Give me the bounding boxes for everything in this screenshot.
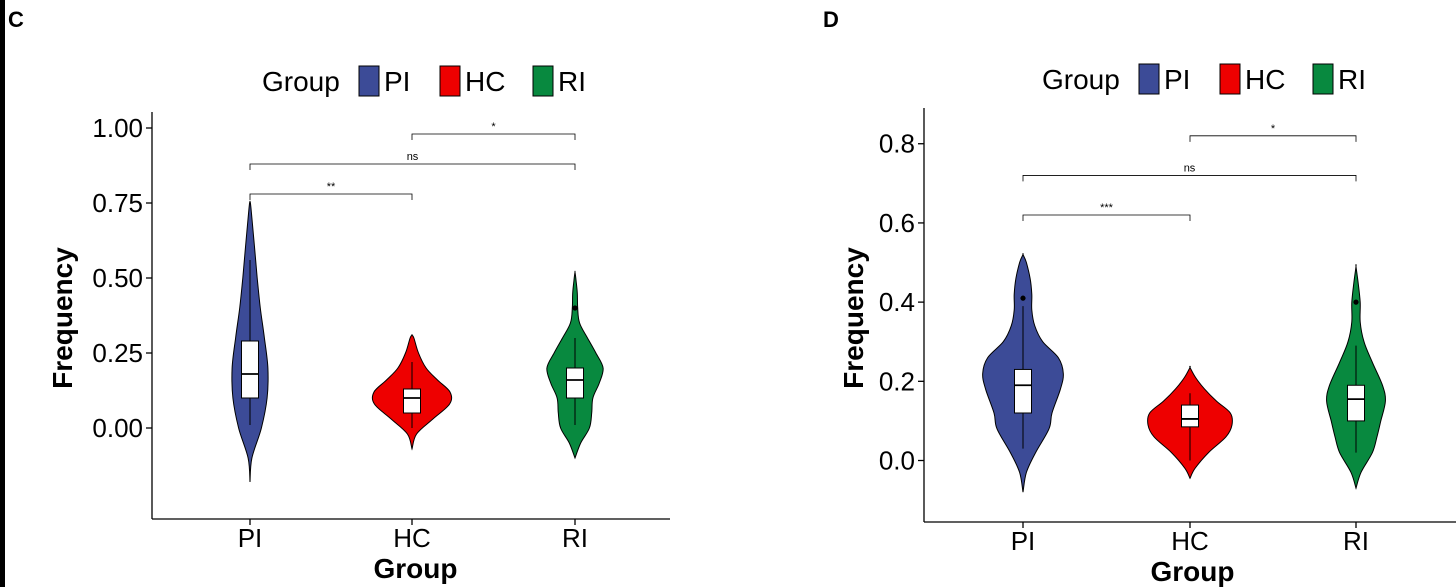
x-tick-label-ri: RI <box>1343 526 1369 556</box>
bracket-line <box>1022 175 1357 182</box>
y-tick-label: 0.00 <box>92 413 143 443</box>
panel-c: C Group PI HC RI 0.00 0.25 0.50 0.75 1.00 Frequenc… <box>8 7 670 584</box>
legend-label-ri: RI <box>558 66 586 97</box>
legend-label-hc: HC <box>465 66 505 97</box>
panel-d: D Group PI HC RI 0.0 0.2 0.4 0.6 0.8 Frequency PI HC… <box>823 7 1456 587</box>
y-tick-label: 1.00 <box>92 113 143 143</box>
significance-label: *** <box>1100 202 1114 214</box>
significance-bracket-pi-ri: ns <box>1022 162 1357 182</box>
significance-label: * <box>491 121 496 133</box>
significance-bracket-pi-ri: ns <box>249 151 576 170</box>
legend-swatch-hc <box>439 65 461 97</box>
significance-bracket-pi-hc: *** <box>1022 202 1191 222</box>
x-tick-label-pi: PI <box>238 523 263 553</box>
legend-title: Group <box>262 66 340 97</box>
y-tick-label: 0.75 <box>92 188 143 218</box>
y-tick-label: 0.8 <box>879 129 915 159</box>
legend-d: Group PI HC RI <box>1042 63 1366 95</box>
panel-label-c: C <box>8 7 24 32</box>
y-tick-label: 0.0 <box>879 446 915 476</box>
bracket-line <box>1189 135 1357 142</box>
legend-swatch-pi <box>1138 63 1160 95</box>
legend-swatch-pi <box>358 65 380 97</box>
significance-label: ** <box>327 181 336 193</box>
box-pi <box>1014 368 1032 414</box>
legend-swatch-hc <box>1219 63 1241 95</box>
legend-title: Group <box>1042 64 1120 95</box>
legend-label-ri: RI <box>1338 64 1366 95</box>
box-hc <box>403 388 421 414</box>
legend-label-pi: PI <box>1164 64 1190 95</box>
box-ri <box>566 367 584 399</box>
y-tick-label: 0.6 <box>879 208 915 238</box>
legend-c: Group PI HC RI <box>262 65 586 97</box>
x-axis-title: Group <box>374 553 458 584</box>
box-ri <box>1347 384 1365 422</box>
significance-bracket-hc-ri: * <box>411 121 576 140</box>
y-tick-label: 0.2 <box>879 366 915 396</box>
significance-label: ns <box>1184 162 1196 174</box>
significance-bracket-hc-ri: * <box>1189 123 1357 142</box>
significance-bracket-pi-hc: ** <box>249 181 413 200</box>
y-tick-label: 0.4 <box>879 287 915 317</box>
significance-label: ns <box>407 151 419 163</box>
x-axis-title: Group <box>1151 556 1235 587</box>
x-tick-label-hc: HC <box>1171 526 1209 556</box>
y-tick-label: 0.25 <box>92 338 143 368</box>
significance-label: * <box>1271 123 1276 135</box>
legend-swatch-ri <box>1312 63 1334 95</box>
y-tick-label: 0.50 <box>92 263 143 293</box>
left-edge-bar <box>0 0 5 587</box>
x-tick-label-ri: RI <box>562 523 588 553</box>
outlier-point-ri <box>1353 299 1359 305</box>
panel-label-d: D <box>823 7 839 32</box>
legend-label-hc: HC <box>1245 64 1285 95</box>
bracket-line <box>249 163 576 170</box>
outlier-point-ri <box>572 305 578 311</box>
legend-label-pi: PI <box>384 66 410 97</box>
bracket-line <box>249 193 413 200</box>
bracket-line <box>1022 214 1191 222</box>
outlier-point-pi <box>1020 295 1026 301</box>
y-axis-title: Frequency <box>838 247 869 389</box>
y-axis-title: Frequency <box>47 247 78 389</box>
box-hc <box>1181 404 1199 428</box>
box-pi <box>241 340 259 399</box>
x-tick-label-pi: PI <box>1011 526 1036 556</box>
legend-swatch-ri <box>532 65 554 97</box>
x-tick-label-hc: HC <box>393 523 431 553</box>
bracket-line <box>411 133 576 140</box>
